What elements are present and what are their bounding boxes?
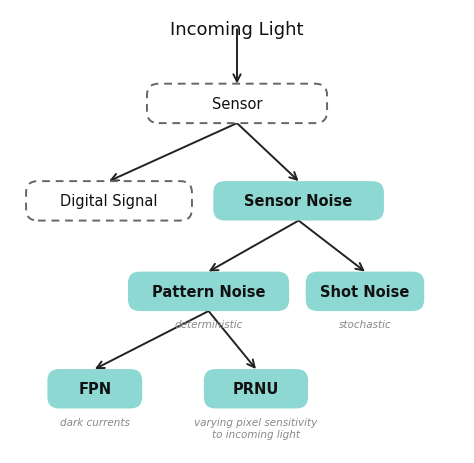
FancyBboxPatch shape	[26, 182, 192, 221]
Text: varying pixel sensitivity
to incoming light: varying pixel sensitivity to incoming li…	[194, 417, 318, 439]
FancyBboxPatch shape	[47, 369, 142, 409]
Text: Shot Noise: Shot Noise	[320, 284, 410, 299]
Text: Sensor Noise: Sensor Noise	[245, 194, 353, 209]
Text: FPN: FPN	[78, 382, 111, 396]
FancyBboxPatch shape	[128, 272, 289, 311]
FancyBboxPatch shape	[204, 369, 308, 409]
Text: Incoming Light: Incoming Light	[170, 21, 304, 39]
Text: Digital Signal: Digital Signal	[60, 194, 158, 209]
Text: deterministic: deterministic	[174, 319, 243, 330]
Text: Sensor: Sensor	[212, 97, 262, 112]
Text: stochastic: stochastic	[338, 319, 392, 330]
Text: dark currents: dark currents	[60, 417, 130, 427]
Text: PRNU: PRNU	[233, 382, 279, 396]
FancyBboxPatch shape	[306, 272, 424, 311]
FancyBboxPatch shape	[213, 182, 384, 221]
FancyBboxPatch shape	[147, 84, 327, 124]
Text: Pattern Noise: Pattern Noise	[152, 284, 265, 299]
